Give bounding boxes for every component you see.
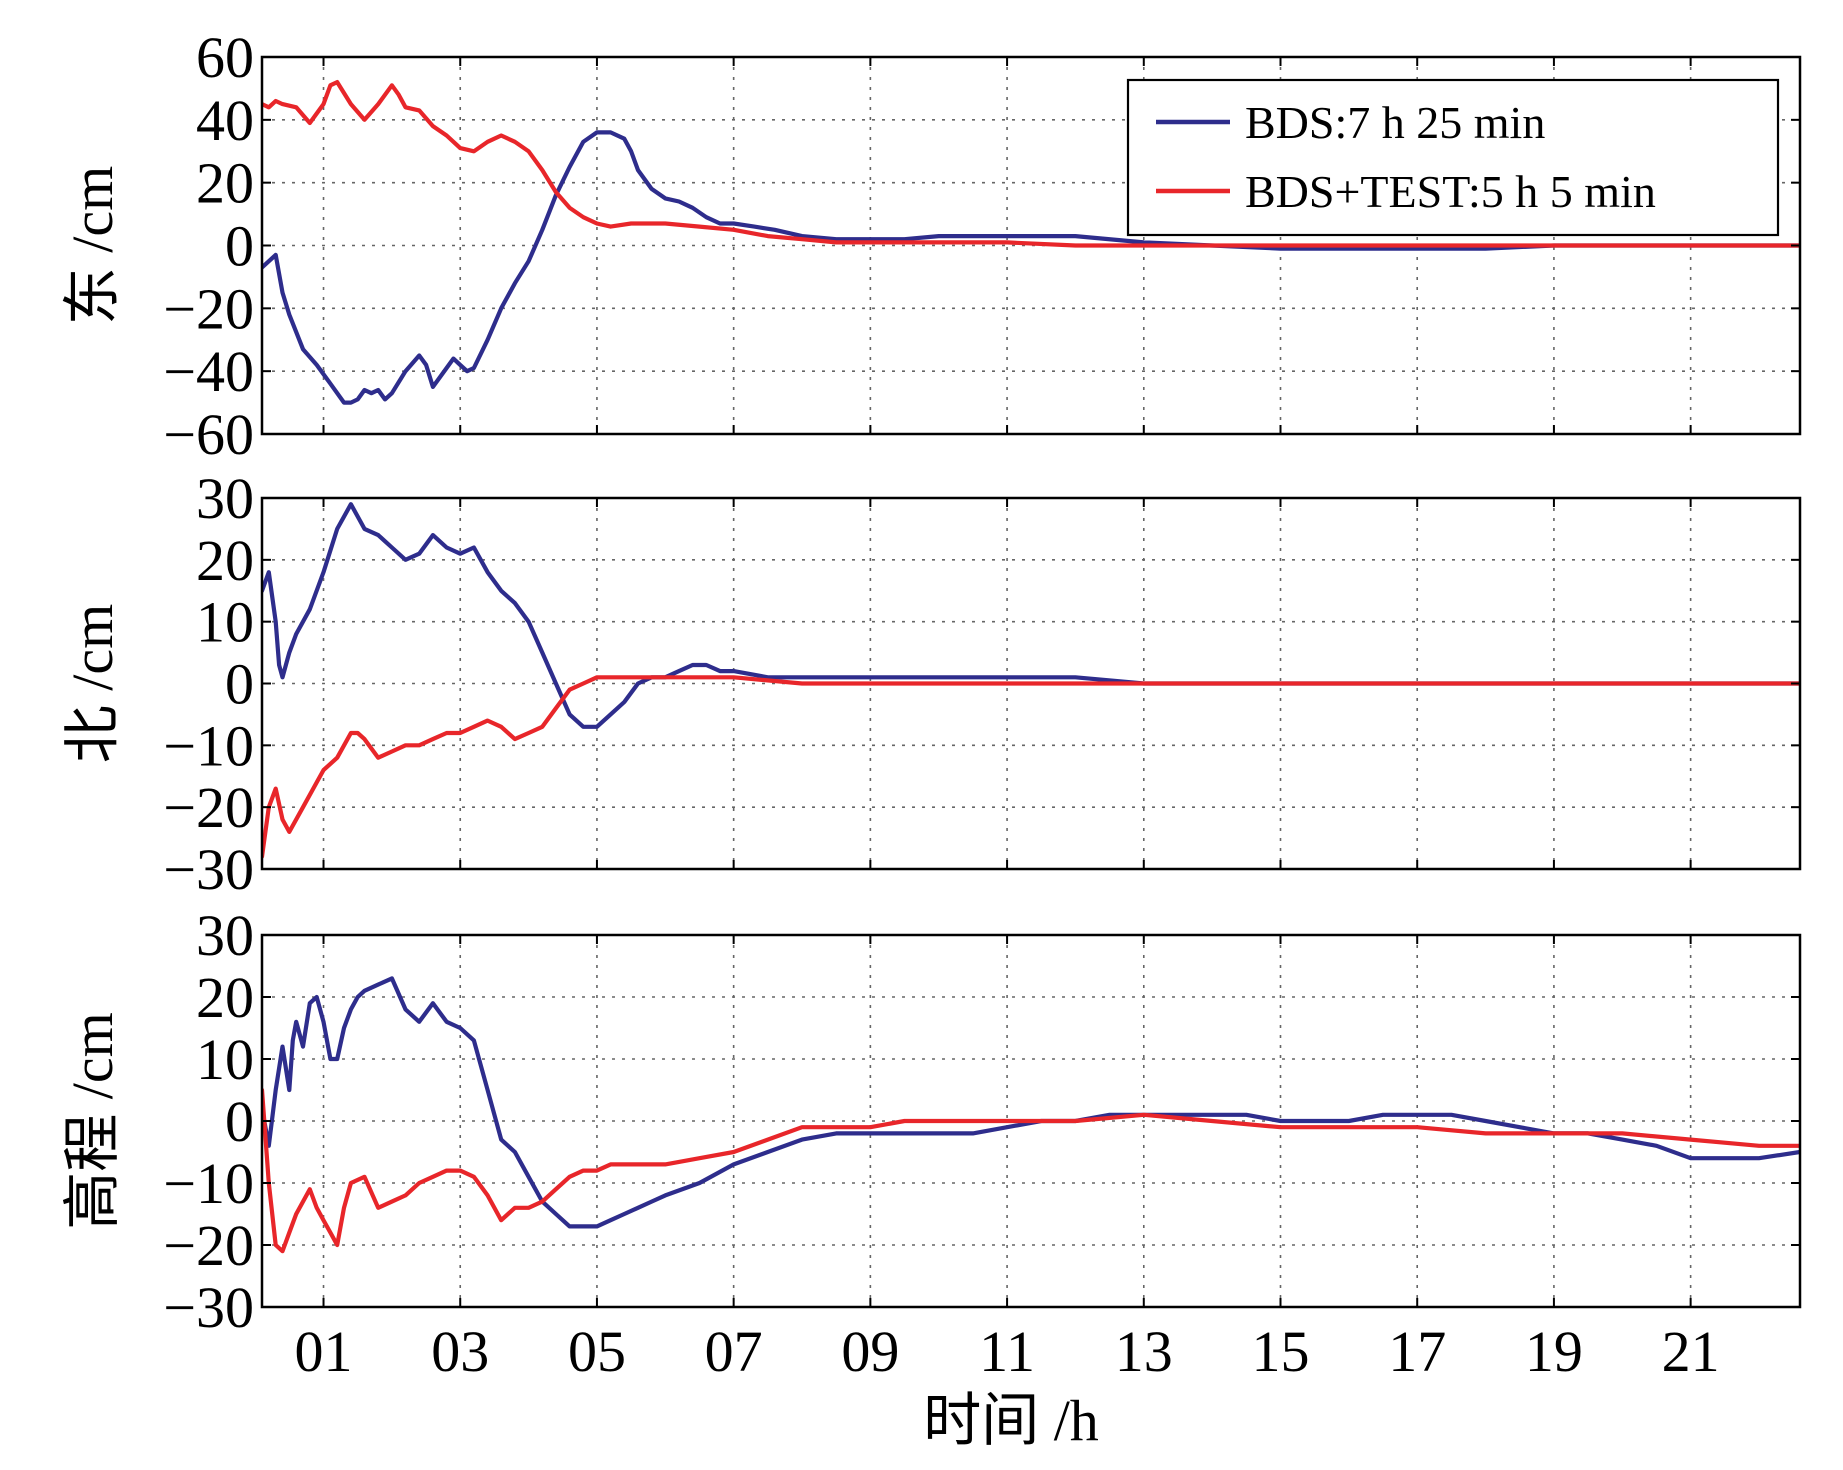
x-tick-label: 05 — [568, 1319, 626, 1384]
x-tick-label: 03 — [431, 1319, 489, 1384]
x-tick-label: 17 — [1388, 1319, 1446, 1384]
legend-label: BDS:7 h 25 min — [1245, 97, 1545, 148]
series-line-bds — [262, 976, 1800, 1229]
y-tick-label: 30 — [196, 466, 254, 531]
series-line-bds-test — [262, 675, 1800, 859]
y-tick-label: 20 — [196, 151, 254, 216]
y-tick-label: −40 — [163, 339, 254, 404]
y-tick-label: 40 — [196, 88, 254, 153]
y-tick-label: −30 — [163, 1275, 254, 1340]
series-line-bds — [262, 130, 1800, 405]
y-tick-label: 0 — [225, 1089, 254, 1154]
y-tick-label: 10 — [196, 590, 254, 655]
series-line-bds-test — [262, 1087, 1800, 1254]
legend-box — [1126, 78, 1780, 237]
y-tick-label: −20 — [163, 1213, 254, 1278]
y-tick-label: 0 — [225, 652, 254, 717]
x-tick-label: 21 — [1662, 1319, 1720, 1384]
x-tick-label: 11 — [979, 1319, 1035, 1384]
y-tick-label: −10 — [163, 713, 254, 778]
y-axis-label: 东 /cm — [60, 166, 125, 325]
series-line-bds — [262, 502, 1800, 729]
y-axis-label: 北 /cm — [60, 604, 125, 763]
y-tick-label: −30 — [163, 837, 254, 902]
y-tick-label: −60 — [163, 402, 254, 467]
x-tick-label: 09 — [841, 1319, 899, 1384]
y-tick-label: 20 — [196, 965, 254, 1030]
x-tick-label: 15 — [1251, 1319, 1309, 1384]
y-axis-label: 高程 /cm — [60, 1012, 125, 1229]
series-line-bds-test — [262, 80, 1800, 248]
y-tick-label: −20 — [163, 775, 254, 840]
x-tick-label: 13 — [1115, 1319, 1173, 1384]
y-tick-label: 60 — [196, 25, 254, 90]
y-tick-label: 0 — [225, 214, 254, 279]
y-tick-label: −10 — [163, 1151, 254, 1216]
x-axis-label: 时间 /h — [923, 1388, 1099, 1453]
x-tick-label: 01 — [295, 1319, 353, 1384]
y-tick-label: −20 — [163, 276, 254, 341]
y-tick-label: 30 — [196, 903, 254, 968]
y-tick-label: 20 — [196, 528, 254, 593]
legend: BDS:7 h 25 min BDS+TEST:5 h 5 min — [1126, 78, 1780, 237]
x-tick-label: 07 — [705, 1319, 763, 1384]
legend-label: BDS+TEST:5 h 5 min — [1245, 166, 1656, 217]
y-tick-label: 10 — [196, 1027, 254, 1092]
x-tick-label: 19 — [1525, 1319, 1583, 1384]
